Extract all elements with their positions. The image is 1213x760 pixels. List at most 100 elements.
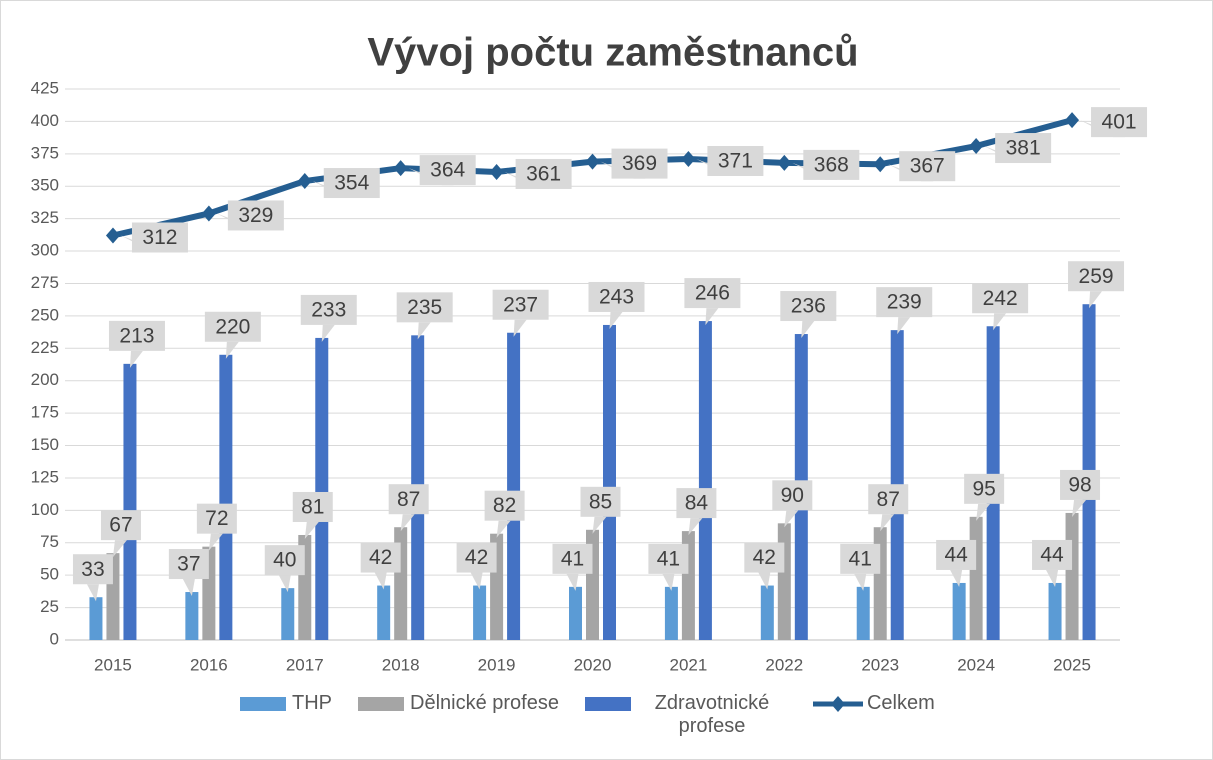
data-label: 37 xyxy=(177,553,200,576)
label-pointer xyxy=(976,503,991,521)
chart-title: Vývoj počtu zaměstnanců xyxy=(367,31,858,75)
data-label: 41 xyxy=(561,547,584,570)
label-pointer xyxy=(784,510,799,528)
y-tick-label: 125 xyxy=(31,467,59,486)
label-pointer xyxy=(208,533,223,551)
bar xyxy=(507,332,521,640)
data-label-box xyxy=(780,291,837,322)
bar xyxy=(664,586,678,640)
data-label-box xyxy=(684,278,741,309)
data-label-box xyxy=(899,151,956,182)
bar xyxy=(185,592,199,640)
y-tick-label: 425 xyxy=(31,78,59,97)
data-label-box xyxy=(388,484,429,515)
y-tick-label: 300 xyxy=(31,241,59,260)
data-label-box xyxy=(492,289,549,320)
y-tick-label: 350 xyxy=(31,176,59,195)
label-pointer xyxy=(1046,569,1059,587)
data-label: 369 xyxy=(622,152,657,175)
line-marker xyxy=(585,153,600,170)
y-tick-label: 25 xyxy=(40,597,59,616)
data-label-box xyxy=(72,554,113,585)
label-pointer xyxy=(278,575,291,593)
label-pointer xyxy=(993,313,1007,331)
data-label: 312 xyxy=(142,226,177,249)
bar xyxy=(569,586,582,640)
label-pointer xyxy=(1089,291,1103,309)
data-label-box xyxy=(648,543,689,574)
y-tick-label: 150 xyxy=(31,435,59,454)
y-tick-label: 375 xyxy=(31,143,59,162)
label-pointer xyxy=(496,520,511,538)
y-tick-label: 0 xyxy=(50,629,59,648)
data-label-box xyxy=(964,473,1005,504)
data-label-box xyxy=(995,133,1052,164)
y-tick-label: 225 xyxy=(31,338,59,357)
data-label: 243 xyxy=(599,286,634,309)
data-label: 67 xyxy=(109,514,132,537)
data-label-box xyxy=(1032,539,1073,570)
label-pointer xyxy=(801,321,815,339)
data-label: 87 xyxy=(397,488,420,511)
data-label-box xyxy=(227,200,284,231)
line-marker xyxy=(105,227,120,244)
data-label: 401 xyxy=(1102,111,1137,134)
label-pointer xyxy=(470,572,483,590)
data-label: 381 xyxy=(1006,137,1041,160)
legend-swatch xyxy=(584,697,631,711)
data-label-box xyxy=(100,510,141,541)
data-label: 367 xyxy=(910,155,945,178)
bar xyxy=(698,321,712,640)
bar xyxy=(1065,512,1079,640)
line-marker xyxy=(201,205,216,222)
data-label: 98 xyxy=(1068,473,1091,496)
y-tick-label: 275 xyxy=(31,273,59,292)
label-pointer xyxy=(1072,499,1087,517)
data-label: 85 xyxy=(589,490,612,513)
data-label: 259 xyxy=(1079,265,1114,288)
data-label-box xyxy=(936,539,977,570)
data-label: 42 xyxy=(369,546,392,569)
x-tick-label: 2023 xyxy=(861,655,899,674)
data-label: 235 xyxy=(407,296,442,319)
data-label-box xyxy=(868,484,909,515)
data-label: 361 xyxy=(526,163,561,186)
data-label-box xyxy=(1060,469,1101,500)
label-pointer xyxy=(304,521,319,539)
data-label-box xyxy=(131,222,188,253)
data-label: 220 xyxy=(215,315,250,338)
bar xyxy=(377,585,391,640)
label-pointer xyxy=(688,518,703,536)
data-label: 368 xyxy=(814,153,849,176)
label-pointer xyxy=(854,573,867,591)
data-label-box xyxy=(676,488,717,519)
legend: THP Dělnické profese Zdravotnické profese C… xyxy=(240,692,1020,738)
data-label-box xyxy=(456,542,497,573)
x-tick-label: 2015 xyxy=(94,655,132,674)
data-label: 84 xyxy=(685,492,709,515)
line-marker xyxy=(777,154,792,171)
label-pointer xyxy=(321,324,335,342)
data-label: 236 xyxy=(791,295,826,318)
label-pointer xyxy=(513,319,527,337)
data-label-box xyxy=(552,543,593,574)
data-label: 41 xyxy=(657,547,680,570)
legend-item: Zdravotnické profese xyxy=(584,692,787,738)
data-label-box xyxy=(744,542,785,573)
data-label: 44 xyxy=(1040,544,1064,567)
line-marker xyxy=(393,160,408,177)
data-label-box xyxy=(196,503,237,534)
data-label: 364 xyxy=(430,159,465,182)
label-pointer xyxy=(417,322,431,340)
data-label-box xyxy=(292,491,333,522)
data-label-box xyxy=(168,549,209,580)
x-tick-label: 2021 xyxy=(669,655,707,674)
data-label: 72 xyxy=(205,507,228,530)
data-label: 81 xyxy=(301,496,324,519)
data-label: 41 xyxy=(849,547,872,570)
label-pointer xyxy=(129,350,143,368)
label-pointer xyxy=(566,573,579,591)
x-tick-label: 2025 xyxy=(1053,655,1091,674)
line-marker xyxy=(1065,112,1080,129)
